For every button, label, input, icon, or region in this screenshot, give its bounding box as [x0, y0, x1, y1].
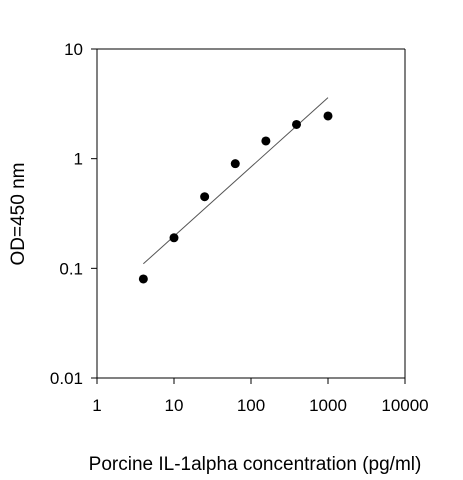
y-tick-label: 0.01	[50, 369, 83, 388]
data-point	[138, 274, 148, 284]
data-point	[169, 233, 179, 243]
y-ticks: 0.01 0.1 1 10	[50, 40, 97, 388]
plot-frame	[96, 48, 406, 379]
y-tick-label: 10	[64, 40, 83, 59]
data-points	[138, 111, 333, 284]
y-tick-label: 0.1	[59, 259, 83, 278]
x-ticks: 1 10 100 1000 10000	[92, 378, 429, 415]
data-point	[323, 111, 333, 121]
data-point	[292, 119, 302, 129]
x-axis-title: Porcine IL-1alpha concentration (pg/ml)	[89, 454, 422, 475]
y-tick-label: 1	[74, 150, 83, 169]
data-point	[200, 192, 210, 202]
y-axis-title: OD=450 nm	[8, 163, 29, 266]
x-tick-label: 10000	[381, 396, 428, 415]
x-tick-label: 1	[92, 396, 101, 415]
data-point	[261, 136, 271, 146]
x-tick-label: 1000	[309, 396, 347, 415]
x-tick-label: 100	[237, 396, 265, 415]
data-point	[230, 159, 240, 169]
x-tick-label: 10	[165, 396, 184, 415]
